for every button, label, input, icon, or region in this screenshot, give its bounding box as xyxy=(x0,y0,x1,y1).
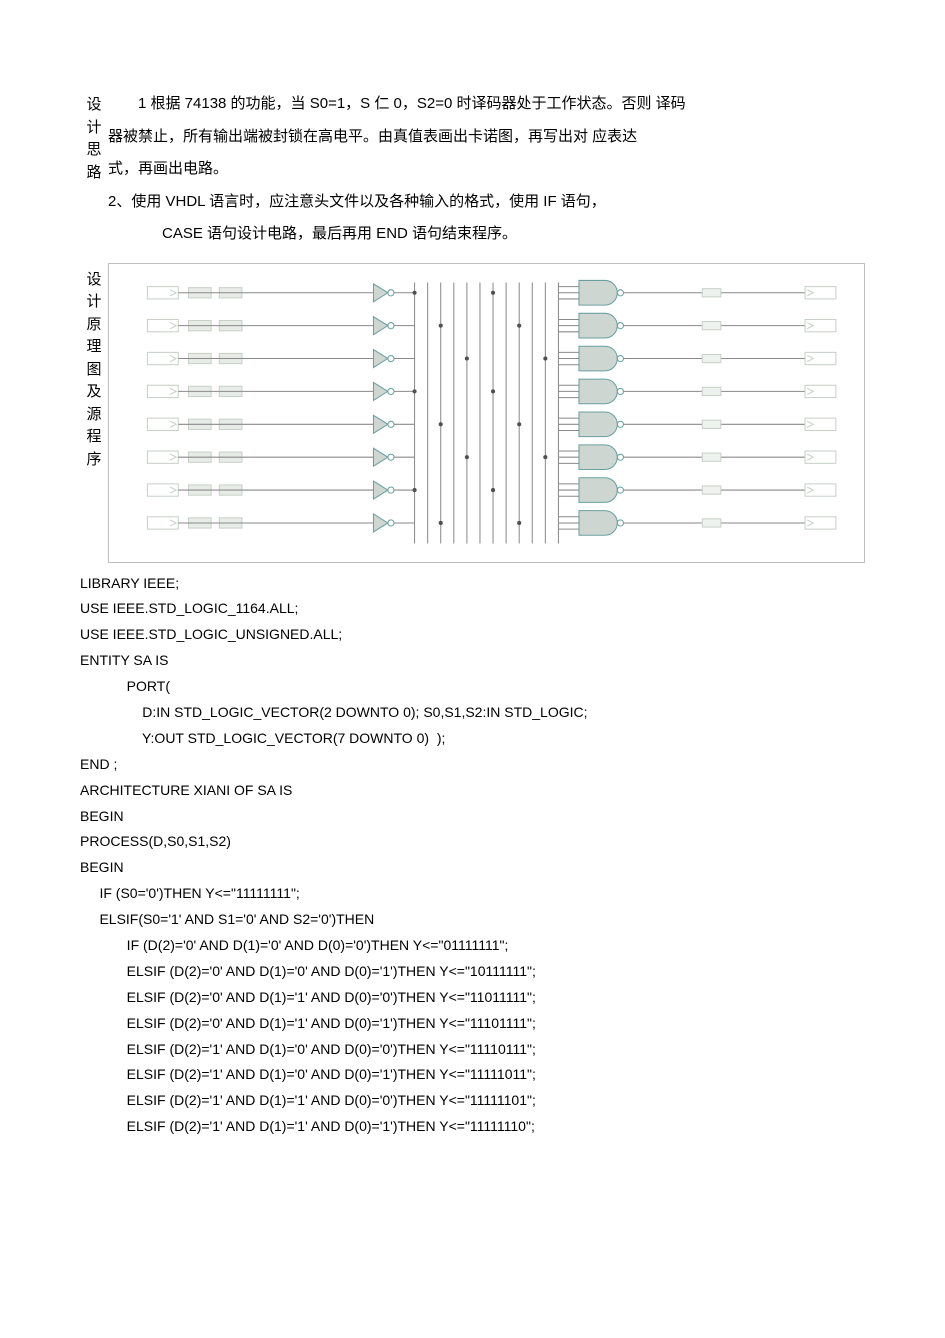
vhdl-source: LIBRARY IEEE; USE IEEE.STD_LOGIC_1164.AL… xyxy=(80,571,865,1141)
schematic-svg xyxy=(109,264,864,562)
side-label-char: 计 xyxy=(86,291,101,314)
side-label-char: 思 xyxy=(86,139,101,162)
design-idea-line1: 1 根据 74138 的功能，当 S0=1，S 仁 0，S2=0 时译码器处于工… xyxy=(108,90,865,119)
side-label-char: 及 xyxy=(86,381,101,404)
side-label-char: 路 xyxy=(86,162,101,185)
side-label-char: 序 xyxy=(86,449,101,472)
side-label-schematic: 设 计 原 理 图 及 源 程 序 xyxy=(80,263,108,563)
section-schematic: 设 计 原 理 图 及 源 程 序 xyxy=(80,263,865,563)
design-idea-body: 1 根据 74138 的功能，当 S0=1，S 仁 0，S2=0 时译码器处于工… xyxy=(108,90,865,253)
design-idea-line5: CASE 语句设计电路，最后再用 END 语句结束程序。 xyxy=(108,220,865,249)
side-label-char: 原 xyxy=(86,314,101,337)
design-idea-line2: 器被禁止，所有输出端被封锁在高电平。由真值表画出卡诺图，再写出对 应表达 xyxy=(108,123,865,152)
page: 设 计 思 路 1 根据 74138 的功能，当 S0=1，S 仁 0，S2=0… xyxy=(0,0,945,1200)
section-design-idea: 设 计 思 路 1 根据 74138 的功能，当 S0=1，S 仁 0，S2=0… xyxy=(80,90,865,253)
schematic-diagram xyxy=(108,263,865,563)
side-label-char: 设 xyxy=(86,94,101,117)
side-label-char: 程 xyxy=(86,426,101,449)
side-label-char: 图 xyxy=(86,359,101,382)
design-idea-line3: 式，再画出电路。 xyxy=(108,155,865,184)
side-label-char: 计 xyxy=(86,117,101,140)
side-label-design-idea: 设 计 思 路 xyxy=(80,90,108,184)
design-idea-line4: 2、使用 VHDL 语言时，应注意头文件以及各种输入的格式，使用 IF 语句， xyxy=(108,188,865,217)
side-label-char: 设 xyxy=(86,269,101,292)
side-label-char: 理 xyxy=(86,336,101,359)
side-label-char: 源 xyxy=(86,404,101,427)
